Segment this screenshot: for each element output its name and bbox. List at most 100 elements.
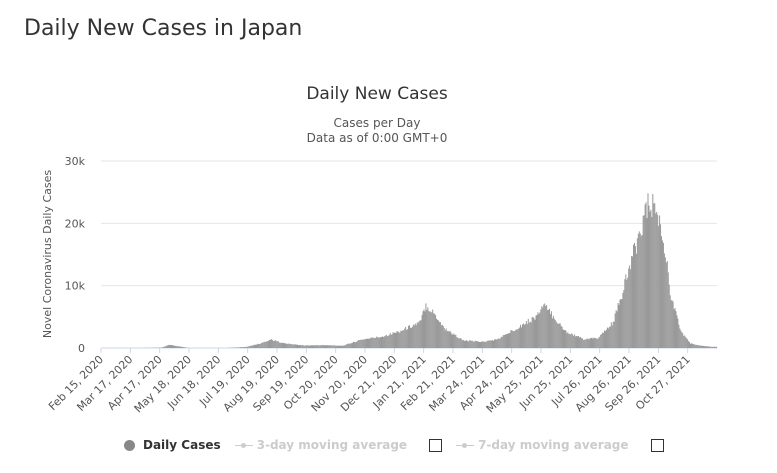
bar <box>656 212 658 348</box>
bar <box>631 256 633 348</box>
bar <box>323 344 325 348</box>
bar <box>537 312 539 348</box>
bar <box>605 331 607 348</box>
bar <box>518 328 520 348</box>
bar <box>467 341 469 348</box>
bar <box>330 345 332 348</box>
bar <box>678 324 680 348</box>
bar <box>639 233 641 348</box>
bar <box>673 309 675 348</box>
bar <box>372 337 374 348</box>
bar <box>409 327 411 348</box>
bar <box>523 324 525 348</box>
bar <box>562 329 564 348</box>
bar <box>395 333 397 348</box>
bar <box>243 347 245 348</box>
bar <box>594 337 596 348</box>
bar <box>164 346 166 348</box>
bar <box>403 330 405 348</box>
bar <box>671 300 673 348</box>
bar <box>683 335 685 348</box>
bar <box>280 342 282 348</box>
checkbox-3-day-average[interactable] <box>429 438 443 452</box>
bar <box>666 261 668 348</box>
bar <box>428 310 430 348</box>
bar <box>515 329 517 348</box>
bar <box>648 205 650 348</box>
bar <box>451 334 453 348</box>
bar <box>370 337 372 348</box>
bar <box>478 341 480 348</box>
bar <box>497 338 499 348</box>
bar <box>705 346 707 348</box>
bar <box>309 345 311 348</box>
checkbox-7-day-average[interactable] <box>650 438 664 452</box>
bar <box>668 284 670 348</box>
bar <box>463 340 465 348</box>
bar <box>409 325 411 348</box>
bar <box>292 344 294 348</box>
bar <box>669 295 671 348</box>
legend-item-daily-cases[interactable]: Daily Cases <box>124 438 221 452</box>
bar-series <box>140 193 718 348</box>
bar <box>182 346 184 348</box>
bar <box>349 343 351 348</box>
bar <box>617 302 619 348</box>
bar <box>398 332 400 348</box>
bar <box>437 320 439 348</box>
bar <box>392 332 394 348</box>
bar <box>672 301 674 348</box>
bar <box>171 345 173 348</box>
bar <box>493 339 495 348</box>
bar <box>482 341 484 348</box>
bar <box>514 331 516 348</box>
bar <box>325 345 327 348</box>
bar <box>328 345 330 348</box>
bar <box>588 339 590 348</box>
bar <box>711 346 713 348</box>
bar <box>362 339 364 348</box>
bar <box>629 265 631 348</box>
bar <box>624 279 626 348</box>
bar <box>674 308 676 348</box>
bar <box>295 344 297 348</box>
bar <box>600 334 602 348</box>
bar <box>319 345 321 348</box>
bar <box>162 347 164 348</box>
bar <box>670 300 672 348</box>
bar <box>509 332 511 348</box>
bar <box>455 334 457 348</box>
bar <box>239 347 241 348</box>
bar <box>327 345 329 348</box>
bar <box>696 345 698 348</box>
bar <box>684 335 686 348</box>
bar <box>540 309 542 348</box>
bar <box>458 338 460 348</box>
bar <box>313 345 315 348</box>
bar <box>633 244 635 348</box>
legend-line-marker-icon <box>234 440 253 451</box>
bar <box>506 334 508 348</box>
bar <box>315 345 317 348</box>
bar <box>491 340 493 348</box>
bar <box>485 341 487 348</box>
bar <box>411 326 413 348</box>
bar <box>424 311 426 348</box>
y-tick-label: 20k <box>65 217 86 230</box>
bar <box>272 341 274 348</box>
bar <box>468 340 470 348</box>
bar <box>504 334 506 348</box>
bar <box>275 341 277 348</box>
legend-item-7-day-average[interactable]: 7-day moving average <box>456 438 664 452</box>
bar <box>652 194 654 348</box>
bar <box>610 322 612 348</box>
bar <box>179 346 181 348</box>
bar <box>519 327 521 348</box>
bar <box>548 309 550 348</box>
bar <box>184 347 186 348</box>
legend-item-3-day-average[interactable]: 3-day moving average <box>234 438 443 452</box>
bar <box>365 338 367 348</box>
bar <box>404 328 406 348</box>
bar <box>415 325 417 348</box>
bar <box>399 332 401 348</box>
